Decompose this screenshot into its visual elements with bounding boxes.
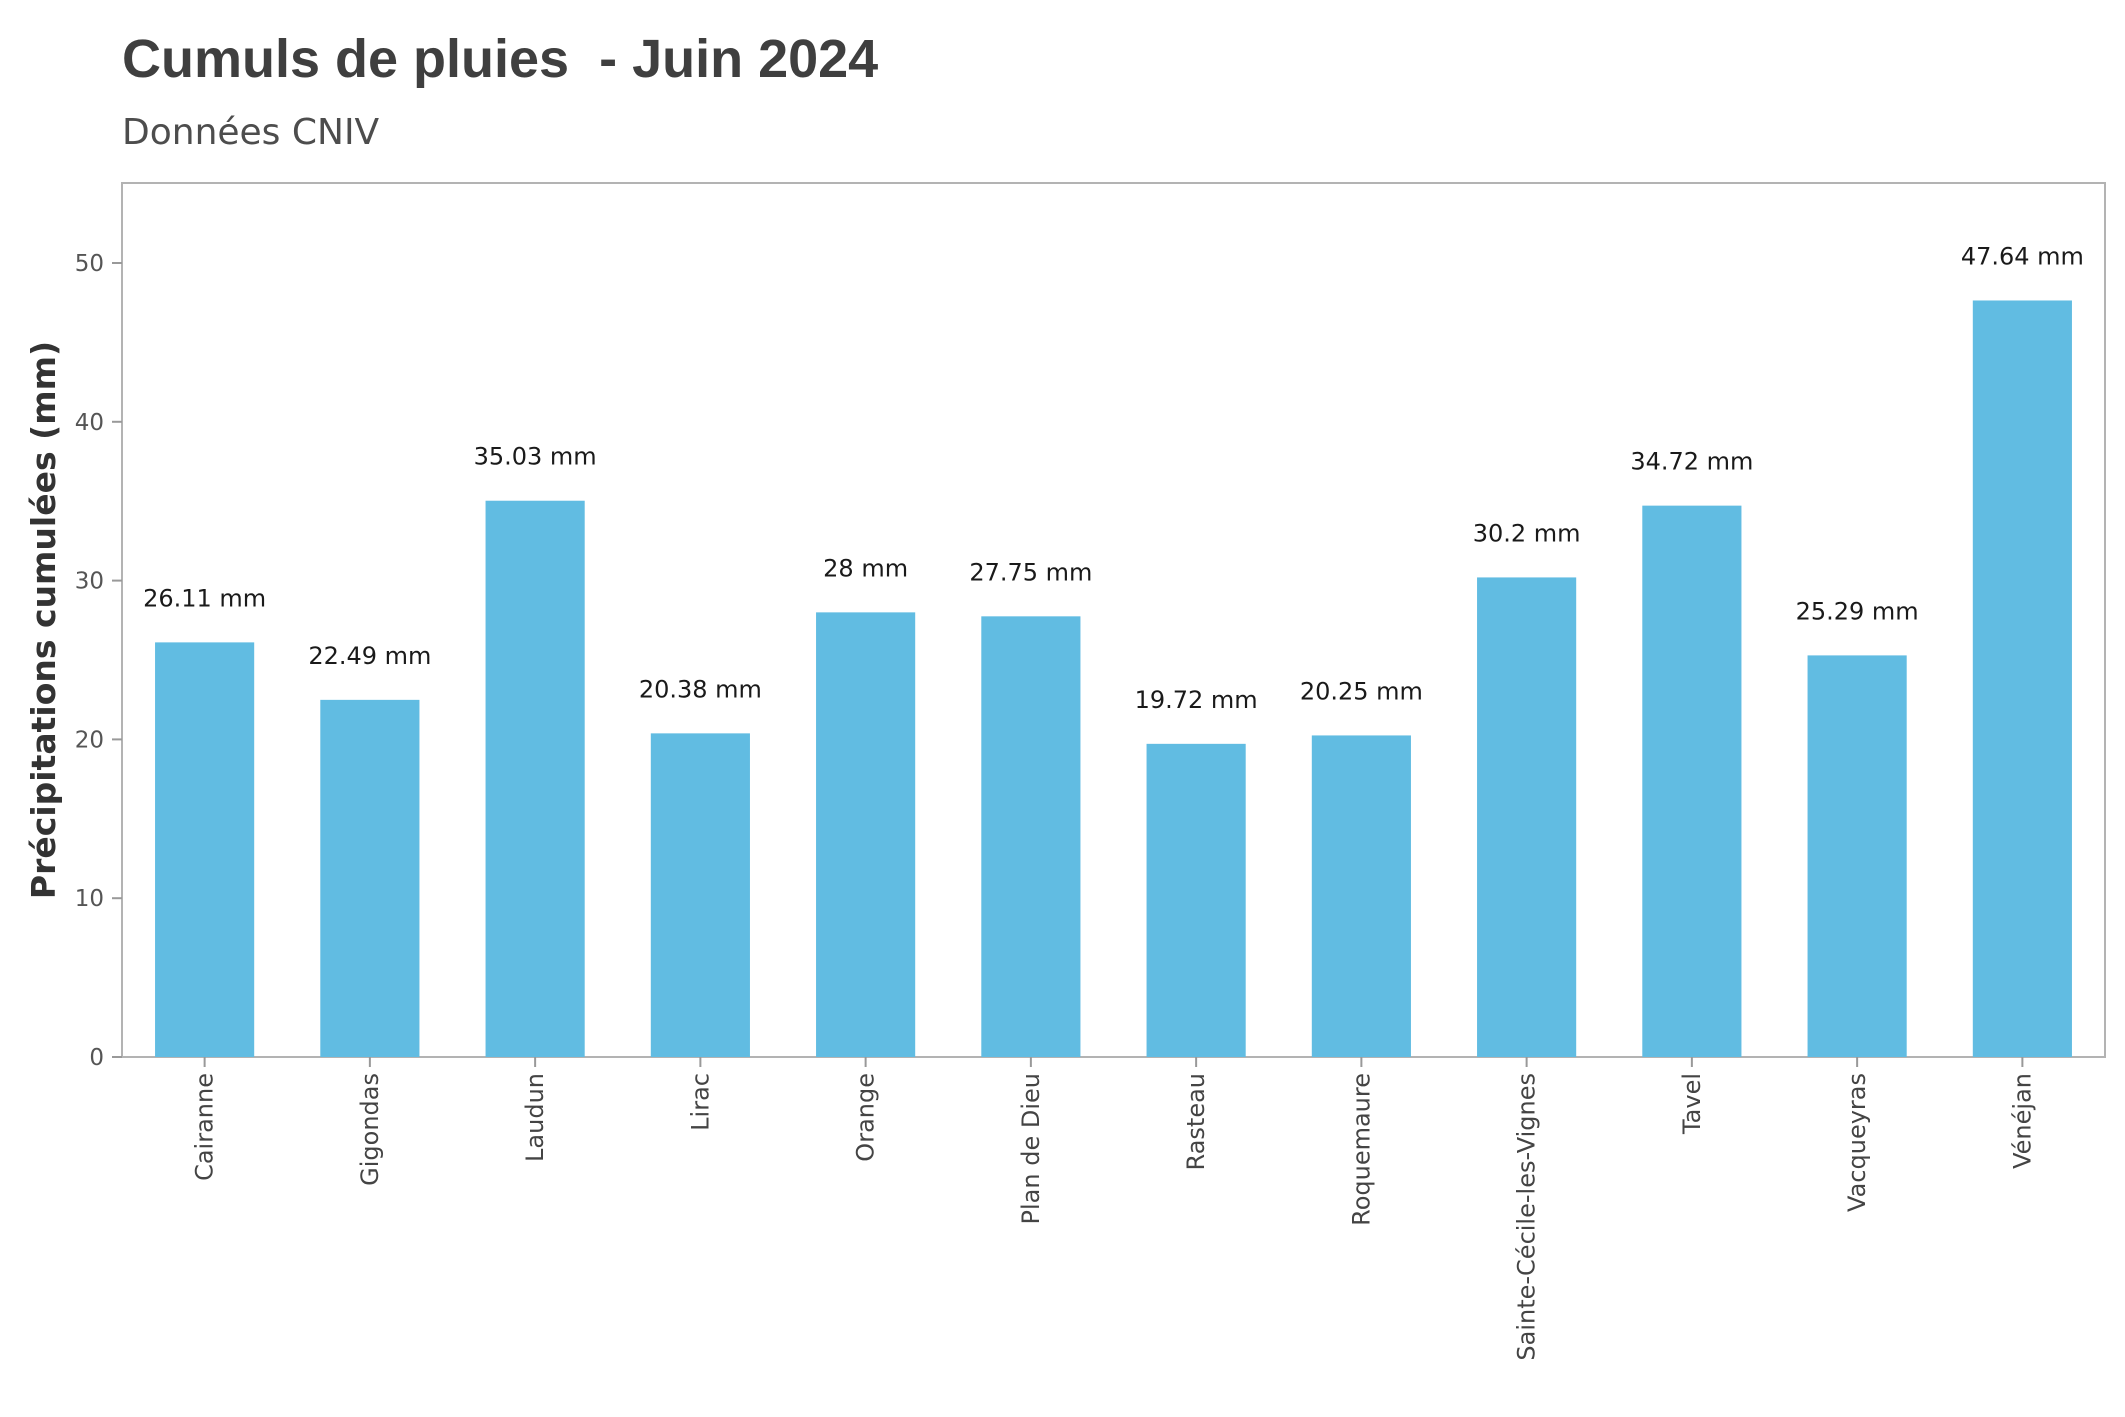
bar <box>1807 655 1907 1057</box>
x-tick-label: Vénéjan <box>2008 1073 2036 1169</box>
plot-frame <box>121 182 2106 1058</box>
data-label: 34.72 mm <box>1630 448 1753 476</box>
y-tick-label: 30 <box>75 569 104 595</box>
bar <box>1146 743 1246 1057</box>
bars <box>155 300 2072 1058</box>
x-tick-label: Vacqueyras <box>1843 1073 1871 1212</box>
bar <box>485 500 585 1057</box>
data-label: 22.49 mm <box>308 642 431 670</box>
x-tick-label: Rasteau <box>1182 1073 1210 1170</box>
bar <box>1477 577 1577 1057</box>
data-label: 35.03 mm <box>474 443 597 471</box>
y-axis: 0 10 20 30 40 50 <box>75 251 122 1071</box>
y-axis-label: Précipitations cumulées (mm) <box>24 341 63 899</box>
y-tick-label: 10 <box>75 886 104 912</box>
x-tick-label: Gigondas <box>356 1073 384 1186</box>
bar <box>650 733 750 1057</box>
data-label: 20.38 mm <box>639 675 762 703</box>
data-label: 27.75 mm <box>969 558 1092 586</box>
data-labels: 26.11 mm 22.49 mm 35.03 mm 20.38 mm 28 mm 27.… <box>143 242 2084 713</box>
data-label: 30.2 mm <box>1473 519 1581 547</box>
x-tick-label: Cairanne <box>191 1073 219 1181</box>
x-tick-label: Lirac <box>686 1073 714 1131</box>
x-tick-label: Tavel <box>1678 1073 1706 1135</box>
y-tick-label: 50 <box>75 251 104 277</box>
data-label: 26.11 mm <box>143 584 266 612</box>
x-tick-label: Roquemaure <box>1347 1073 1375 1226</box>
bar <box>1972 300 2072 1057</box>
y-tick-label: 0 <box>89 1045 104 1071</box>
chart-title: Cumuls de pluies - Juin 2024 <box>122 29 879 89</box>
data-label: 19.72 mm <box>1135 686 1258 714</box>
bar <box>155 642 255 1057</box>
bar <box>1311 735 1411 1057</box>
chart-subtitle: Données CNIV <box>122 112 380 153</box>
x-tick-label: Plan de Dieu <box>1017 1073 1045 1224</box>
data-label: 25.29 mm <box>1796 597 1919 625</box>
x-tick-label: Orange <box>852 1073 880 1162</box>
x-tick-label: Laudun <box>521 1073 549 1162</box>
x-tick-label: Sainte-Cécile-les-Vignes <box>1513 1073 1541 1361</box>
bar <box>1642 505 1742 1058</box>
data-label: 28 mm <box>823 554 908 582</box>
bar <box>981 616 1081 1057</box>
bar <box>816 612 916 1057</box>
bar <box>320 699 420 1057</box>
y-tick-label: 20 <box>75 727 104 753</box>
data-label: 47.64 mm <box>1961 242 2084 270</box>
data-label: 20.25 mm <box>1300 677 1423 705</box>
y-tick-label: 40 <box>75 410 104 436</box>
x-axis: Cairanne Gigondas Laudun Lirac Orange Plan de… <box>191 1057 2036 1361</box>
